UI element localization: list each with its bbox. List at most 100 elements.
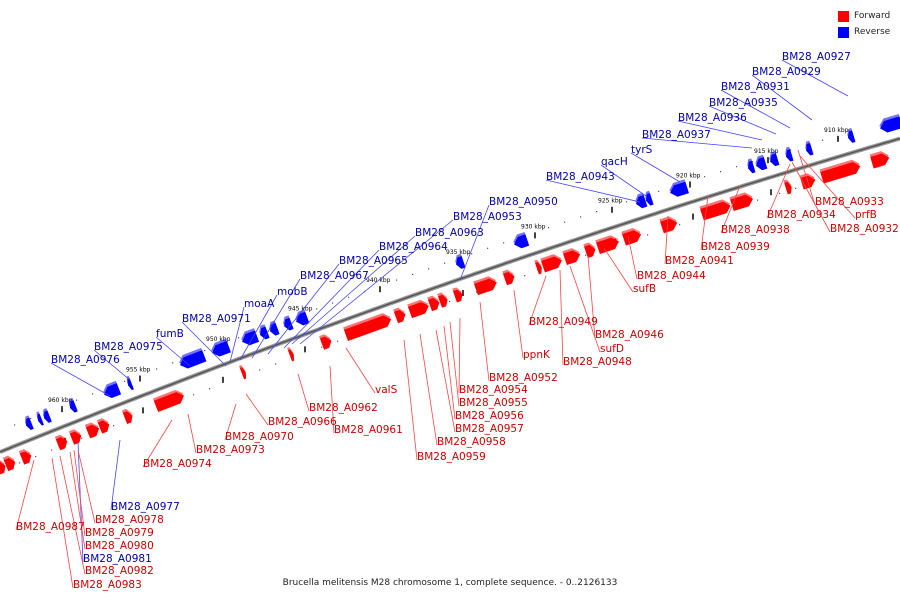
minor-tick — [204, 350, 206, 352]
leader-line — [239, 294, 278, 361]
gene-label: BM28_A0967 — [300, 270, 369, 282]
leader-line — [700, 195, 709, 251]
leader-line — [229, 306, 245, 363]
minor-tick — [736, 166, 738, 168]
gene-label: BM28_A0938 — [721, 224, 790, 236]
gene-label: valS — [375, 384, 398, 396]
gene-bevel — [540, 254, 562, 271]
gene-bevel — [121, 408, 132, 422]
gene-label: BM28_A0932 — [830, 223, 899, 235]
gene-bevel — [755, 154, 767, 168]
gene-label: BM28_A0963 — [415, 227, 484, 239]
minor-tick — [209, 388, 211, 390]
gene-bevel — [729, 192, 753, 209]
minor-tick — [503, 242, 505, 244]
leader-line — [545, 179, 641, 203]
gene-label: BM28_A0958 — [437, 436, 506, 448]
leader-line — [708, 105, 777, 135]
leader-line — [329, 365, 335, 434]
gene-arrows — [0, 114, 900, 475]
gene-bevel — [659, 216, 677, 231]
minor-tick — [596, 210, 598, 213]
gene-bevel — [241, 328, 259, 343]
gene-label: BM28_A0977 — [111, 501, 180, 513]
gene-bevel — [283, 315, 293, 329]
forward-gene — [407, 299, 429, 319]
forward-gene — [152, 389, 184, 412]
leader-line — [664, 215, 669, 265]
kbp-tick-label: 955 kbp — [126, 367, 151, 374]
reverse-gene — [36, 411, 44, 426]
gene-bevel — [126, 375, 133, 388]
gene-labels: BM28_A0927 BM28_A0929 BM28_A0931 BM28_A0935… — [16, 51, 899, 591]
leader-line — [459, 204, 490, 281]
minor-tick — [779, 192, 781, 194]
forward-gene — [239, 364, 247, 380]
gene-bevel — [669, 179, 689, 195]
reverse-gene — [69, 397, 78, 413]
forward-gene — [18, 449, 32, 465]
gene-label: BM28_A0987 — [16, 521, 85, 533]
gene-bevel — [473, 276, 496, 293]
gene-label: tyrS — [631, 144, 653, 156]
minor-tick — [548, 226, 550, 229]
gene-label: BM28_A0933 — [815, 196, 884, 208]
forward-gene — [534, 259, 542, 275]
minor-tick — [564, 221, 566, 223]
leader-line — [479, 301, 490, 382]
label-leader-lines — [15, 59, 856, 589]
gene-bevel — [427, 295, 439, 309]
forward-gene — [427, 295, 440, 312]
gene-bevel — [785, 146, 793, 160]
forward-gene — [699, 199, 731, 221]
forward-gene — [287, 347, 295, 362]
gene-label: sufB — [633, 283, 656, 295]
gene-bevel — [621, 227, 641, 244]
kbp-tick-label: 950 kbp — [206, 336, 231, 343]
gene-label: BM28_A0948 — [563, 356, 632, 368]
gene-bevel — [319, 334, 331, 348]
minor-tick — [449, 300, 451, 303]
forward-gene — [393, 307, 406, 324]
minor-tick — [752, 161, 754, 163]
reverse-gene — [785, 146, 794, 162]
leader-line — [627, 235, 638, 280]
reverse-gene — [126, 375, 134, 391]
minor-tick — [396, 279, 398, 281]
leader-line — [720, 185, 741, 234]
forward-gene — [54, 434, 68, 451]
gene-label: BM28_A0943 — [546, 171, 615, 183]
forward-gene — [2, 455, 16, 472]
gene-label: fumB — [156, 328, 184, 340]
gene-bevel — [699, 199, 730, 219]
legend: Forward Reverse — [838, 8, 900, 40]
reverse-gene — [103, 380, 122, 398]
forward-gene — [96, 418, 110, 434]
gene-bevel — [534, 259, 541, 273]
leader-line — [791, 161, 831, 233]
leader-line — [93, 349, 131, 381]
gene-label: sufD — [600, 343, 624, 355]
gene-bevel — [68, 429, 81, 443]
minor-tick — [679, 224, 681, 226]
minor-tick — [487, 247, 489, 249]
gene-label: BM28_A0983 — [73, 579, 142, 591]
kbp-tick-label: 935 kbp — [446, 249, 471, 256]
forward-gene — [319, 334, 332, 350]
leader-line — [59, 455, 86, 575]
minor-tick — [193, 394, 195, 396]
leader-line — [600, 164, 647, 197]
leader-line — [51, 457, 74, 589]
reverse-gene — [283, 315, 294, 331]
reverse-gene — [43, 408, 52, 423]
forward-gene — [343, 313, 392, 342]
gene-bevel — [805, 140, 813, 154]
gene-bevel — [69, 397, 77, 411]
gene-label: BM28_A0981 — [83, 553, 152, 565]
gene-bevel — [747, 158, 755, 171]
gene-bevel — [239, 364, 246, 377]
gene-bevel — [343, 313, 391, 339]
minor-tick — [19, 462, 21, 464]
leader-line — [443, 325, 456, 420]
